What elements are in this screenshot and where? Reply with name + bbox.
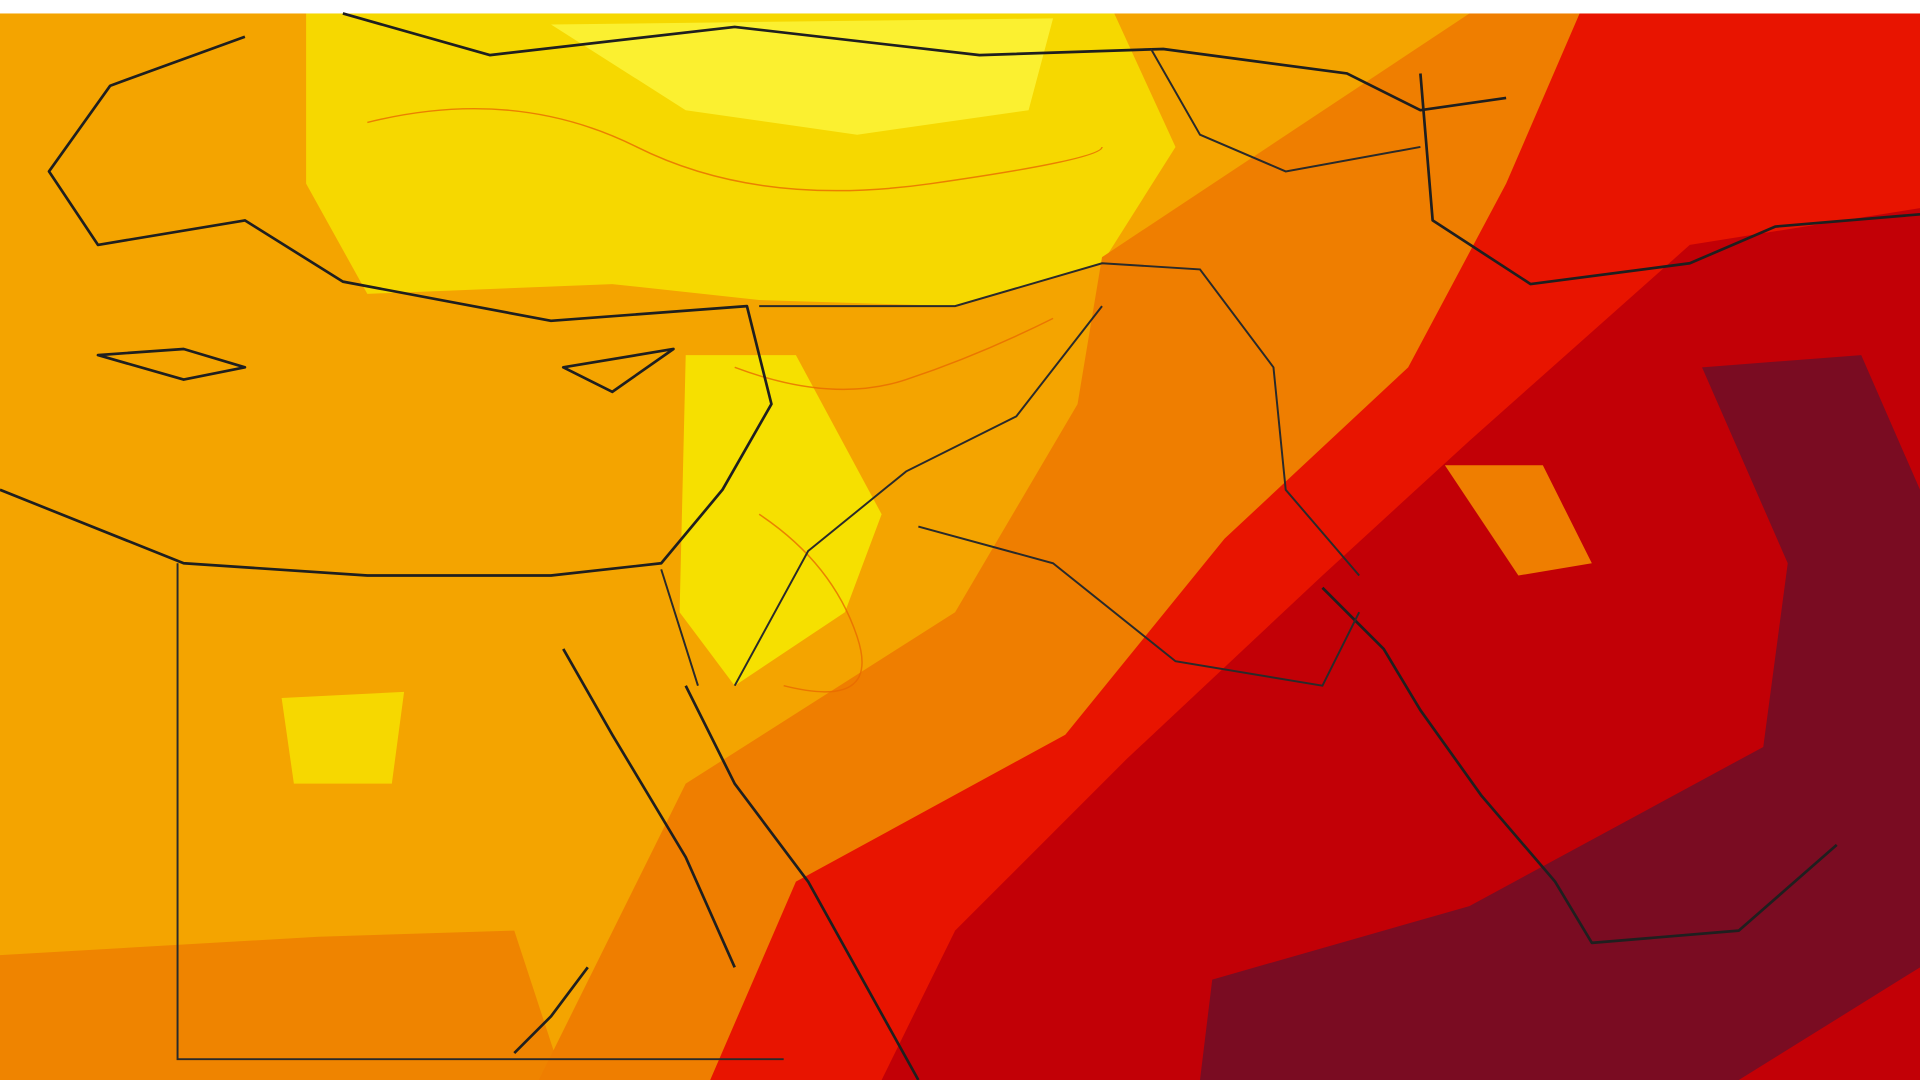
border <box>1150 48 1421 173</box>
temperature-zone <box>1200 355 1920 1080</box>
temperature-zone <box>0 930 564 1080</box>
border <box>176 563 784 1061</box>
border <box>660 569 699 687</box>
coastline <box>0 35 773 577</box>
coastline <box>562 648 736 968</box>
temperature-zone <box>551 18 1054 135</box>
contour-line <box>367 107 1103 192</box>
coastline <box>684 685 920 1080</box>
contour-line <box>758 513 863 693</box>
temperature-zone <box>1444 465 1592 576</box>
temperature-zone <box>679 355 882 686</box>
border <box>918 525 1361 687</box>
border <box>733 305 1103 687</box>
border <box>759 262 1360 577</box>
temperature-zone <box>281 691 405 784</box>
coastline <box>513 966 589 1055</box>
island <box>96 347 247 381</box>
island <box>561 347 675 394</box>
coastline <box>342 12 1507 112</box>
coastline <box>1321 586 1838 945</box>
top-margin <box>0 0 1920 14</box>
coastline <box>1419 73 1920 286</box>
contour-line <box>734 317 1054 391</box>
